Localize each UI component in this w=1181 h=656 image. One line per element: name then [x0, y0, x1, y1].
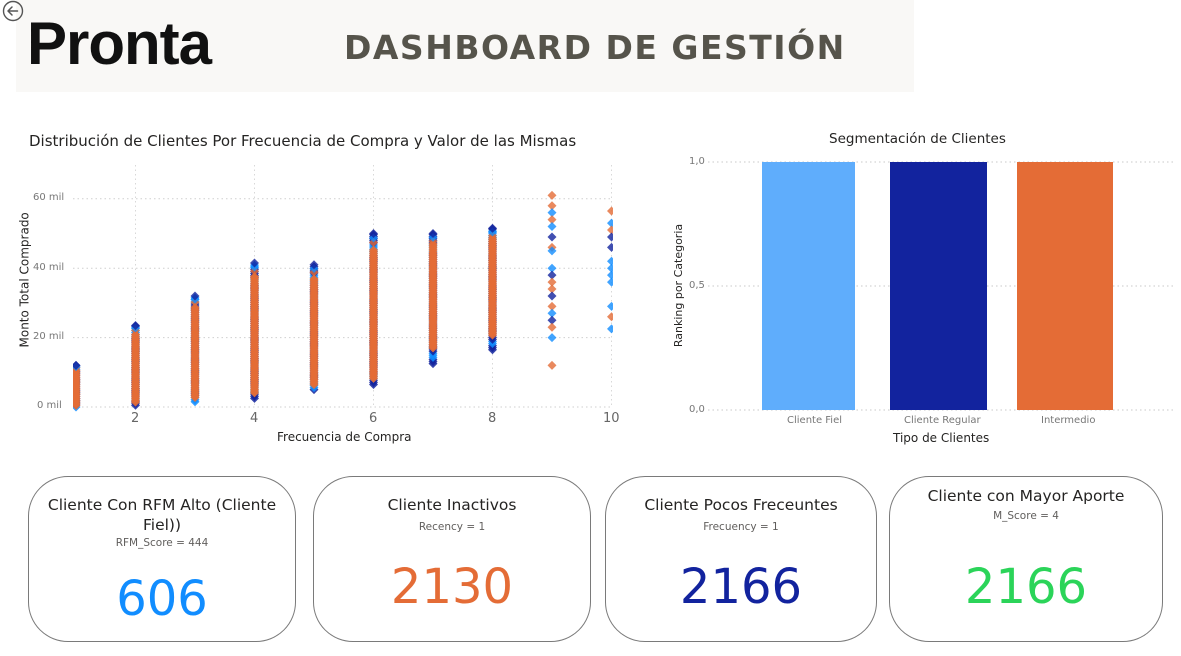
card-subtitle: Recency = 1: [418, 521, 486, 533]
y-tick-40: 40 mil: [33, 262, 65, 273]
x-tick-2: 2: [131, 411, 140, 426]
card-subtitle: Frecuency = 1: [703, 521, 779, 533]
card-subtitle: RFM_Score = 444: [115, 537, 209, 549]
y-tick-60: 60 mil: [33, 192, 65, 203]
bar-intermedio[interactable]: [1017, 162, 1113, 410]
bar-plot-area[interactable]: [700, 150, 1181, 420]
kpi-card-mayor-aporte[interactable]: Cliente con Mayor Aporte M_Score = 4 216…: [889, 476, 1163, 642]
kpi-card-inactivos[interactable]: Cliente Inactivos Recency = 1 2130: [313, 476, 591, 642]
bar-chart-title: Segmentación de Clientes: [829, 131, 1006, 147]
bar-x-tick-intermedio: Intermedio: [1041, 415, 1096, 426]
card-subtitle: M_Score = 4: [993, 510, 1059, 522]
scatter-points: [73, 190, 613, 412]
y-tick-0: 0 mil: [37, 400, 62, 411]
card-title: Cliente Inactivos: [387, 496, 517, 514]
bar-y-tick-05: 0,5: [689, 280, 705, 291]
card-value: 2166: [679, 559, 803, 615]
header-banner: [16, 0, 914, 92]
bar-x-tick-fiel: Cliente Fiel: [787, 415, 843, 426]
scatter-chart-title: Distribución de Clientes Por Frecuencia …: [29, 132, 577, 150]
scatter-x-axis-label: Frecuencia de Compra: [277, 430, 412, 444]
scatter-gridlines: [73, 165, 612, 408]
kpi-card-rfm-alto[interactable]: Cliente Con RFM Alto (Cliente Fiel)) RFM…: [28, 476, 296, 642]
bar-cliente-regular[interactable]: [890, 162, 987, 410]
x-tick-8: 8: [488, 411, 497, 426]
scatter-plot-area[interactable]: [0, 150, 625, 420]
circle-arrow-left-icon: [2, 0, 24, 22]
kpi-card-pocos-frecuentes[interactable]: Cliente Pocos Freceuntes Frecuency = 1 2…: [605, 476, 877, 642]
card-title: Cliente con Mayor Aporte: [927, 487, 1125, 505]
x-tick-10: 10: [603, 411, 619, 426]
page-title: DASHBOARD DE GESTIÓN: [344, 28, 846, 67]
card-value: 606: [116, 571, 208, 627]
bar-x-tick-regular: Cliente Regular: [904, 415, 981, 426]
bar-cliente-fiel[interactable]: [762, 162, 855, 410]
card-title: Cliente Pocos Freceuntes: [644, 496, 838, 514]
bar-y-tick-0: 0,0: [689, 404, 705, 415]
x-tick-6: 6: [369, 411, 378, 426]
bar-y-tick-1: 1,0: [689, 156, 705, 167]
card-value: 2166: [964, 559, 1088, 615]
bar-y-axis-label: Ranking por Categoria: [672, 223, 685, 348]
y-tick-20: 20 mil: [33, 331, 65, 342]
back-button[interactable]: [2, 0, 24, 22]
card-value: 2130: [390, 559, 514, 615]
bar-x-axis-label: Tipo de Clientes: [893, 431, 990, 445]
x-tick-4: 4: [250, 411, 259, 426]
card-title: Cliente Con RFM Alto (Cliente Fiel)): [47, 496, 277, 534]
brand-logo: Pronta: [27, 10, 212, 77]
